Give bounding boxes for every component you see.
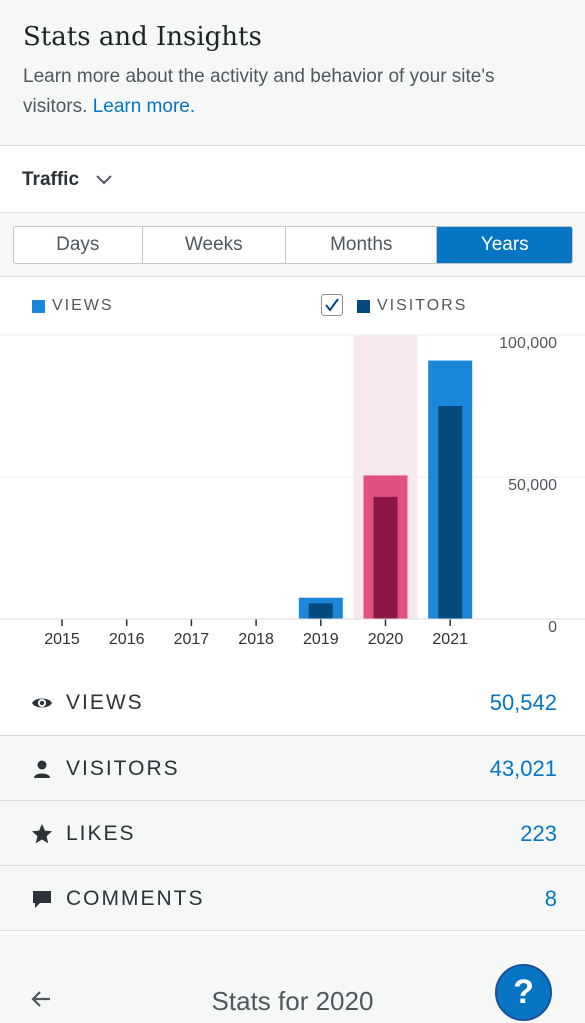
x-tick-label: 2016 <box>109 631 145 648</box>
stat-label: VISITORS <box>66 757 180 780</box>
period-bar: Days Weeks Months Years <box>0 213 585 277</box>
stat-value: 43,021 <box>489 756 557 781</box>
x-tick-label: 2019 <box>303 631 339 648</box>
stats-header: Stats and Insights Learn more about the … <box>0 0 585 146</box>
x-tick-label: 2021 <box>432 631 468 648</box>
y-tick-label: 0 <box>548 619 557 636</box>
tab-weeks[interactable]: Weeks <box>143 227 287 263</box>
y-tick-label: 100,000 <box>499 335 557 352</box>
stat-row-views[interactable]: VIEWS 50,542 <box>0 670 585 736</box>
chevron-down-icon <box>96 175 112 185</box>
checkmark-icon <box>325 298 339 312</box>
visitors-bar <box>438 406 463 619</box>
arrow-left-icon[interactable] <box>30 988 52 1010</box>
stats-footer: Stats for 2020 <box>0 934 585 1023</box>
stat-row-comments[interactable]: COMMENTS 8 <box>0 866 585 931</box>
visitors-legend-label: VISITORS <box>377 297 468 314</box>
footer-title: Stats for 2020 <box>211 986 374 1016</box>
x-tick-label: 2020 <box>368 631 404 648</box>
stat-label: LIKES <box>66 822 136 845</box>
stat-value: 8 <box>544 886 557 911</box>
views-legend-swatch <box>32 300 45 313</box>
stat-row-visitors[interactable]: VISITORS 43,021 <box>0 736 585 801</box>
stat-value: 50,542 <box>489 690 557 715</box>
stat-label: COMMENTS <box>66 887 205 910</box>
person-icon <box>34 760 50 778</box>
x-tick-label: 2018 <box>238 631 274 648</box>
tab-days[interactable]: Days <box>14 227 143 263</box>
years-bar-chart[interactable]: 2015 2016 2017 2018 2019 2020 2021 100,000 50,00… <box>0 328 585 658</box>
comment-icon <box>33 891 51 908</box>
visitors-checkbox[interactable] <box>321 294 343 316</box>
help-button[interactable]: ? <box>495 964 552 1021</box>
header-description: Learn more about the activity and behavi… <box>23 66 495 117</box>
chart-legend: VIEWS VISITORS <box>0 290 585 324</box>
tab-years[interactable]: Years <box>437 227 572 263</box>
eye-icon <box>32 698 52 708</box>
y-tick-label: 50,000 <box>508 477 557 494</box>
stat-row-likes[interactable]: LIKES 223 <box>0 801 585 866</box>
period-selector: Days Weeks Months Years <box>13 226 573 264</box>
star-icon <box>32 824 52 844</box>
stat-value: 223 <box>520 821 557 846</box>
x-tick-label: 2017 <box>174 631 210 648</box>
learn-more-link[interactable]: Learn more. <box>92 96 196 117</box>
traffic-label: Traffic <box>22 169 80 190</box>
traffic-dropdown[interactable]: Traffic <box>0 147 585 213</box>
visitors-legend-swatch <box>357 300 370 313</box>
stat-label: VIEWS <box>66 691 144 714</box>
visitors-bar <box>373 496 398 619</box>
tab-months[interactable]: Months <box>286 227 438 263</box>
views-legend-label: VIEWS <box>52 297 114 314</box>
visitors-bar <box>308 603 333 619</box>
x-tick-label: 2015 <box>44 631 80 648</box>
page-title: Stats and Insights <box>23 22 262 52</box>
